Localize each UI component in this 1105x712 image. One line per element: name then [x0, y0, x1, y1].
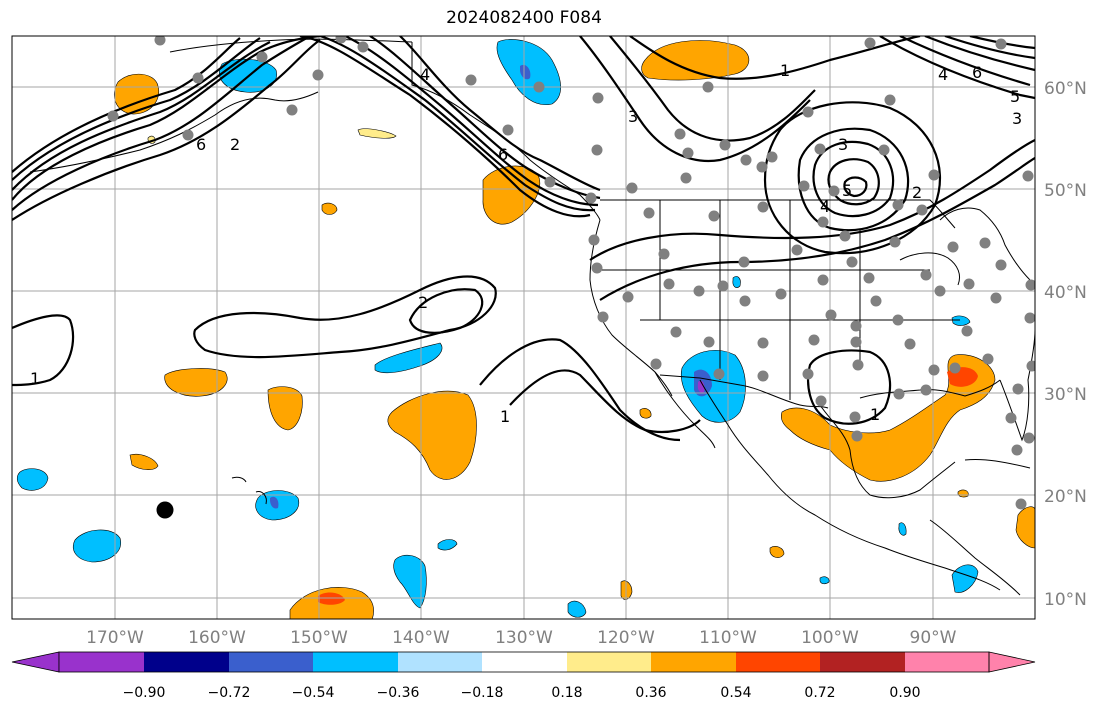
lon-tick-100w: 100°W	[801, 628, 859, 648]
colorbar-tick: −0.54	[292, 685, 335, 701]
fill-orange	[387, 390, 477, 480]
lat-tick-50n: 50°N	[1044, 181, 1087, 201]
contour-label-3: 3	[838, 135, 848, 154]
colorbar-segment	[736, 652, 820, 672]
colorbar-segment	[144, 652, 229, 672]
fill-orange	[321, 202, 338, 215]
colorbar-segment	[905, 652, 989, 672]
colorbar-segment	[651, 652, 736, 672]
colorbar-tick: 0.90	[889, 685, 920, 701]
contour-label-1: 1	[30, 369, 40, 388]
colorbar-segment	[820, 652, 905, 672]
colorbar-tick: −0.72	[208, 685, 251, 701]
contour-label-1: 1	[500, 407, 510, 426]
lon-tick-110w: 110°W	[699, 628, 757, 648]
contour-label-1: 1	[870, 405, 880, 424]
fill-violet	[697, 380, 705, 393]
fill-blue	[393, 554, 427, 609]
colorbar-tick: −0.18	[461, 685, 504, 701]
fill-blue	[680, 350, 746, 423]
lon-tick-170w: 170°W	[86, 628, 144, 648]
fill-blue	[437, 539, 458, 551]
contour-label-4: 4	[820, 197, 830, 216]
lon-tick-120w: 120°W	[597, 628, 655, 648]
map-title: 2024082400 F084	[446, 8, 602, 28]
colorbar	[11, 651, 1036, 673]
fill-orange	[769, 546, 785, 558]
fill-blue	[732, 276, 741, 288]
colorbar-tick: −0.36	[377, 685, 420, 701]
lat-tick-20n: 20°N	[1044, 487, 1087, 507]
station-dots	[107, 36, 1035, 510]
colorbar-segment	[59, 652, 144, 672]
lon-tick-90w: 90°W	[910, 628, 957, 648]
contour-label-6: 6	[498, 145, 508, 164]
lat-tick-30n: 30°N	[1044, 385, 1087, 405]
contour-label-4: 4	[938, 65, 948, 84]
lon-tick-140w: 140°W	[392, 628, 450, 648]
contours	[12, 36, 1035, 442]
contour-label-4: 4	[420, 65, 430, 84]
plot-frame	[11, 35, 1036, 620]
lat-tick-40n: 40°N	[1044, 283, 1087, 303]
contour-label-5: 5	[842, 181, 852, 200]
fill-blue	[374, 342, 443, 374]
fill-yellow	[357, 128, 397, 139]
fill-blue	[951, 315, 971, 326]
lon-tick-130w: 130°W	[495, 628, 553, 648]
colorbar-extend-low	[11, 651, 60, 673]
lat-tick-labels: 60°N 50°N 40°N 30°N 20°N 10°N	[1044, 79, 1087, 610]
fill-orange	[267, 386, 303, 431]
fill-blue	[567, 600, 587, 618]
fill-royalblue	[270, 496, 279, 509]
fill-blue	[16, 468, 49, 491]
colorbar-segment	[482, 652, 567, 672]
contour-label-2: 2	[912, 183, 922, 202]
contour-label-2: 2	[418, 293, 428, 312]
contour-label-6: 6	[196, 135, 206, 154]
fill-blue	[898, 522, 907, 536]
fill-orange	[1015, 506, 1035, 549]
colorbar-tick: 0.72	[804, 685, 835, 701]
colorbar-segment	[313, 652, 398, 672]
coastlines	[29, 38, 1035, 596]
fill-blue	[951, 564, 979, 593]
contour-labels: 1 1 1 1 2 2 2 3 3 3 4 4 4 5 5 6 6 6	[30, 61, 1022, 426]
colorbar-tick: −0.90	[123, 685, 166, 701]
colorbar-tick: 0.54	[720, 685, 751, 701]
fill-orange	[639, 408, 652, 419]
colorbar-tick: 0.18	[551, 685, 582, 701]
contour-label-3: 3	[628, 107, 638, 126]
colorbar-extend-high	[988, 651, 1036, 673]
fill-royalblue	[520, 64, 531, 80]
colorbar-segment	[398, 652, 482, 672]
colorbar-segment	[229, 652, 313, 672]
fill-orange	[641, 40, 750, 81]
lon-tick-160w: 160°W	[188, 628, 246, 648]
fill-blue	[819, 576, 830, 585]
colorbar-tick: 0.36	[635, 685, 666, 701]
fill-orange	[957, 489, 969, 498]
lat-tick-10n: 10°N	[1044, 590, 1087, 610]
lon-tick-150w: 150°W	[290, 628, 348, 648]
fill-blue	[72, 529, 121, 563]
contour-label-5: 5	[1010, 87, 1020, 106]
fill-red	[318, 592, 345, 605]
contour-label-1: 1	[780, 61, 790, 80]
contour-label-6: 6	[972, 63, 982, 82]
lat-tick-60n: 60°N	[1044, 79, 1087, 99]
fill-orange	[164, 368, 228, 397]
colorbar-tick-labels: −0.90 −0.72 −0.54 −0.36 −0.18 0.18 0.36 …	[123, 685, 921, 701]
fill-orange	[129, 453, 159, 470]
fill-orange	[780, 354, 996, 482]
colorbar-segment	[567, 652, 651, 672]
lon-tick-labels: 170°W 160°W 150°W 140°W 130°W 120°W 110°…	[86, 628, 957, 648]
marker-dot	[156, 501, 174, 519]
contour-label-3: 3	[1012, 109, 1022, 128]
contour-label-2: 2	[230, 135, 240, 154]
